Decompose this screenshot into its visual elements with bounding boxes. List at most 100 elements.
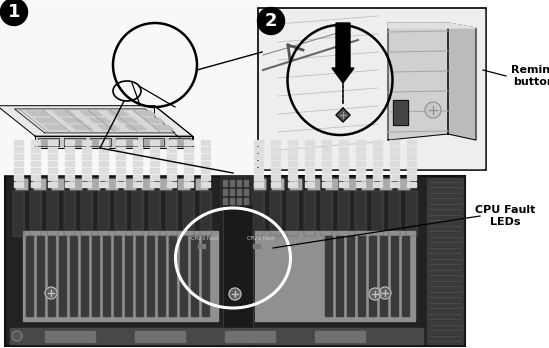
Polygon shape (82, 147, 91, 152)
Polygon shape (305, 147, 314, 152)
Polygon shape (142, 179, 153, 189)
Polygon shape (290, 179, 301, 189)
Polygon shape (388, 23, 476, 28)
Polygon shape (388, 23, 448, 140)
Polygon shape (305, 140, 314, 145)
Polygon shape (288, 168, 297, 173)
Polygon shape (116, 161, 125, 166)
Polygon shape (402, 236, 409, 316)
Polygon shape (254, 168, 263, 173)
Polygon shape (124, 179, 135, 189)
Polygon shape (339, 147, 348, 152)
Polygon shape (135, 111, 156, 116)
Polygon shape (287, 191, 298, 236)
Polygon shape (288, 147, 297, 152)
Polygon shape (31, 140, 40, 145)
Polygon shape (38, 138, 59, 146)
Polygon shape (390, 154, 399, 159)
Polygon shape (65, 161, 74, 166)
Polygon shape (230, 189, 234, 195)
Polygon shape (125, 236, 132, 316)
Polygon shape (167, 182, 176, 187)
Polygon shape (159, 178, 172, 190)
Polygon shape (390, 140, 399, 145)
Polygon shape (82, 154, 91, 159)
Polygon shape (339, 140, 348, 145)
Polygon shape (177, 178, 190, 190)
Polygon shape (305, 182, 314, 187)
Polygon shape (160, 179, 171, 189)
Polygon shape (289, 178, 302, 190)
Polygon shape (167, 168, 176, 173)
Polygon shape (223, 180, 227, 186)
Polygon shape (225, 331, 275, 342)
Bar (258, 8, 486, 170)
Polygon shape (326, 179, 337, 189)
Polygon shape (150, 140, 159, 145)
Polygon shape (116, 154, 125, 159)
Polygon shape (355, 191, 366, 236)
Polygon shape (81, 236, 88, 316)
Polygon shape (82, 182, 91, 187)
Polygon shape (116, 182, 125, 187)
Polygon shape (37, 236, 44, 316)
Polygon shape (147, 236, 154, 316)
Polygon shape (51, 178, 64, 190)
Polygon shape (33, 178, 46, 190)
Polygon shape (14, 154, 23, 159)
Polygon shape (230, 198, 234, 204)
Polygon shape (254, 140, 263, 145)
Polygon shape (31, 182, 40, 187)
Polygon shape (26, 111, 48, 116)
Text: button: button (513, 77, 549, 87)
Polygon shape (107, 111, 129, 116)
Polygon shape (89, 118, 111, 122)
Bar (5, 176, 465, 346)
Polygon shape (183, 191, 194, 236)
Polygon shape (390, 182, 399, 187)
Polygon shape (223, 198, 227, 204)
Polygon shape (132, 191, 143, 236)
Polygon shape (308, 179, 319, 189)
Polygon shape (99, 161, 108, 166)
Polygon shape (154, 106, 193, 148)
Polygon shape (116, 147, 125, 152)
Polygon shape (304, 191, 315, 236)
Polygon shape (31, 175, 40, 180)
Polygon shape (82, 140, 91, 145)
Text: 2: 2 (265, 12, 277, 30)
Polygon shape (372, 191, 383, 236)
Polygon shape (379, 178, 392, 190)
Polygon shape (393, 100, 408, 125)
Polygon shape (201, 168, 210, 173)
Polygon shape (48, 140, 57, 145)
Polygon shape (201, 182, 210, 187)
Polygon shape (166, 191, 177, 236)
Polygon shape (48, 154, 57, 159)
Polygon shape (133, 161, 142, 166)
Polygon shape (98, 125, 120, 130)
Polygon shape (253, 191, 264, 236)
Polygon shape (230, 180, 234, 186)
Polygon shape (244, 189, 248, 195)
Polygon shape (23, 231, 218, 321)
Polygon shape (253, 244, 260, 248)
Polygon shape (389, 191, 400, 236)
Polygon shape (407, 154, 416, 159)
Polygon shape (271, 168, 280, 173)
Polygon shape (90, 138, 111, 146)
Polygon shape (373, 182, 382, 187)
Polygon shape (116, 138, 137, 146)
Polygon shape (254, 182, 263, 187)
Polygon shape (373, 154, 382, 159)
Polygon shape (143, 118, 165, 122)
Polygon shape (339, 182, 348, 187)
Polygon shape (407, 147, 416, 152)
Polygon shape (125, 125, 147, 130)
Text: LEDs: LEDs (490, 217, 520, 227)
Polygon shape (373, 168, 382, 173)
Polygon shape (201, 161, 210, 166)
Polygon shape (184, 140, 193, 145)
Polygon shape (0, 106, 193, 136)
Polygon shape (167, 175, 176, 180)
